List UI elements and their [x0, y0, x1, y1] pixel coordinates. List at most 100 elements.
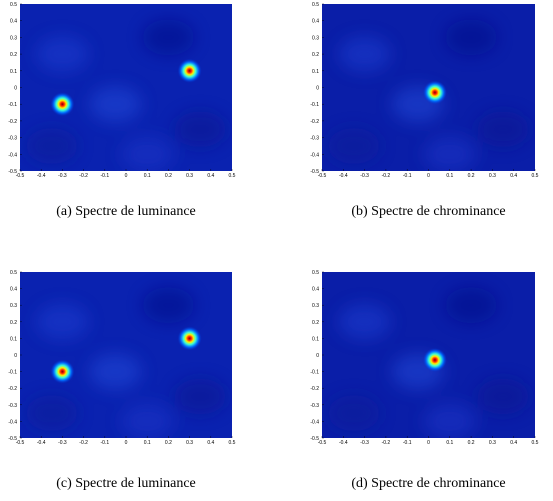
figure: -0.5 -0.4 -0.3 -0.2 -0.1 0 0.1 0.2 0.3 0.4 0.5 -0.5… [0, 0, 553, 501]
y-tick-label: 0.5 [10, 2, 17, 8]
peak [178, 59, 202, 83]
x-tick-label: 0.4 [510, 173, 517, 179]
blotch [445, 287, 497, 323]
x-tick-label: 0.1 [446, 173, 453, 179]
caption: (c) Spectre de luminance [56, 476, 196, 491]
x-tick-label: -0.5 [318, 173, 327, 179]
y-tick-label: -0.3 [310, 403, 319, 409]
y-tick-label: 0.5 [312, 270, 319, 276]
blotch [121, 136, 173, 172]
blotch [26, 128, 78, 164]
blotch [26, 395, 78, 431]
x-tick-label: -0.5 [16, 440, 25, 446]
y-tick-label: 0.2 [312, 320, 319, 326]
x-tick-label: -0.2 [382, 440, 391, 446]
peak [50, 360, 74, 384]
x-tick-label: -0.2 [382, 173, 391, 179]
x-tick-label: 0.2 [468, 440, 475, 446]
x-tick-label: 0.1 [446, 440, 453, 446]
y-tick-label: -0.2 [310, 119, 319, 125]
x-tick-label: 0 [427, 173, 430, 179]
x-tick-label: 0.4 [207, 173, 214, 179]
y-tick-label: -0.1 [310, 370, 319, 376]
y-tick-label: -0.1 [8, 370, 17, 376]
y-tick-label: -0.5 [310, 169, 319, 175]
y-tick-label: -0.3 [8, 136, 17, 142]
y-tick-label: 0.4 [312, 19, 319, 25]
x-tick-label: -0.4 [37, 173, 46, 179]
x-tick-label: -0.4 [339, 173, 348, 179]
blotch [174, 111, 226, 147]
x-tick-label: -0.3 [58, 440, 67, 446]
blotch [36, 304, 88, 340]
caption: (a) Spectre de luminance [56, 204, 196, 219]
y-tick-label: -0.5 [310, 436, 319, 442]
y-tick-label: -0.1 [310, 102, 319, 108]
x-tick-label: 0 [125, 440, 128, 446]
caption: (b) Spectre de chrominance [351, 204, 505, 219]
y-tick-label: 0.3 [312, 303, 319, 309]
y-tick-label: -0.5 [8, 436, 17, 442]
x-tick-label: 0.5 [229, 173, 236, 179]
y-tick-label: 0.2 [10, 52, 17, 58]
x-tick-label: 0.2 [468, 173, 475, 179]
y-tick-label: 0.5 [10, 270, 17, 276]
x-tick-label: -0.3 [360, 440, 369, 446]
y-tick-label: -0.2 [310, 386, 319, 392]
x-tick-label: -0.1 [403, 440, 412, 446]
blotch [142, 19, 194, 55]
blotch [174, 379, 226, 415]
x-tick-label: 0.2 [165, 173, 172, 179]
peak [423, 348, 447, 372]
y-tick-label: 0.5 [312, 2, 319, 8]
y-tick-label: 0.1 [10, 69, 17, 75]
peak [50, 92, 74, 116]
y-tick-label: -0.3 [8, 403, 17, 409]
y-tick-label: 0 [316, 353, 319, 359]
y-tick-label: 0 [14, 86, 17, 92]
x-tick-label: 0.5 [532, 440, 539, 446]
x-tick-label: -0.4 [339, 440, 348, 446]
x-tick-label: -0.1 [100, 173, 109, 179]
blotch [142, 287, 194, 323]
y-tick-label: 0.2 [10, 320, 17, 326]
blotch [424, 136, 476, 172]
blotch [477, 111, 529, 147]
blotch [36, 36, 88, 72]
y-tick-label: -0.5 [8, 169, 17, 175]
y-tick-label: 0.3 [10, 35, 17, 41]
y-tick-label: -0.4 [8, 419, 17, 425]
blotch [339, 36, 391, 72]
x-tick-label: 0.1 [144, 440, 151, 446]
peak [178, 326, 202, 350]
blotch [121, 403, 173, 439]
y-tick-label: -0.2 [8, 386, 17, 392]
x-tick-label: -0.4 [37, 440, 46, 446]
y-tick-label: 0 [14, 353, 17, 359]
y-tick-label: 0.2 [312, 52, 319, 58]
blotch [339, 304, 391, 340]
y-tick-label: -0.4 [310, 152, 319, 158]
y-tick-label: 0.4 [312, 287, 319, 293]
peak [423, 81, 447, 105]
caption: (d) Spectre de chrominance [351, 476, 505, 491]
x-tick-label: -0.5 [16, 173, 25, 179]
blotch [328, 128, 380, 164]
y-tick-label: 0 [316, 86, 319, 92]
x-tick-label: -0.5 [318, 440, 327, 446]
x-tick-label: 0.3 [489, 173, 496, 179]
y-tick-label: 0.3 [10, 303, 17, 309]
x-tick-label: -0.3 [58, 173, 67, 179]
x-tick-label: -0.3 [360, 173, 369, 179]
blotch [445, 19, 497, 55]
y-tick-label: 0.1 [10, 336, 17, 342]
y-tick-label: -0.4 [310, 419, 319, 425]
y-tick-label: -0.3 [310, 136, 319, 142]
y-tick-label: 0.1 [312, 69, 319, 75]
x-tick-label: -0.2 [79, 440, 88, 446]
x-tick-label: 0.5 [229, 440, 236, 446]
x-tick-label: 0.3 [186, 173, 193, 179]
x-tick-label: 0.4 [510, 440, 517, 446]
x-tick-label: 0.1 [144, 173, 151, 179]
x-tick-label: -0.2 [79, 173, 88, 179]
